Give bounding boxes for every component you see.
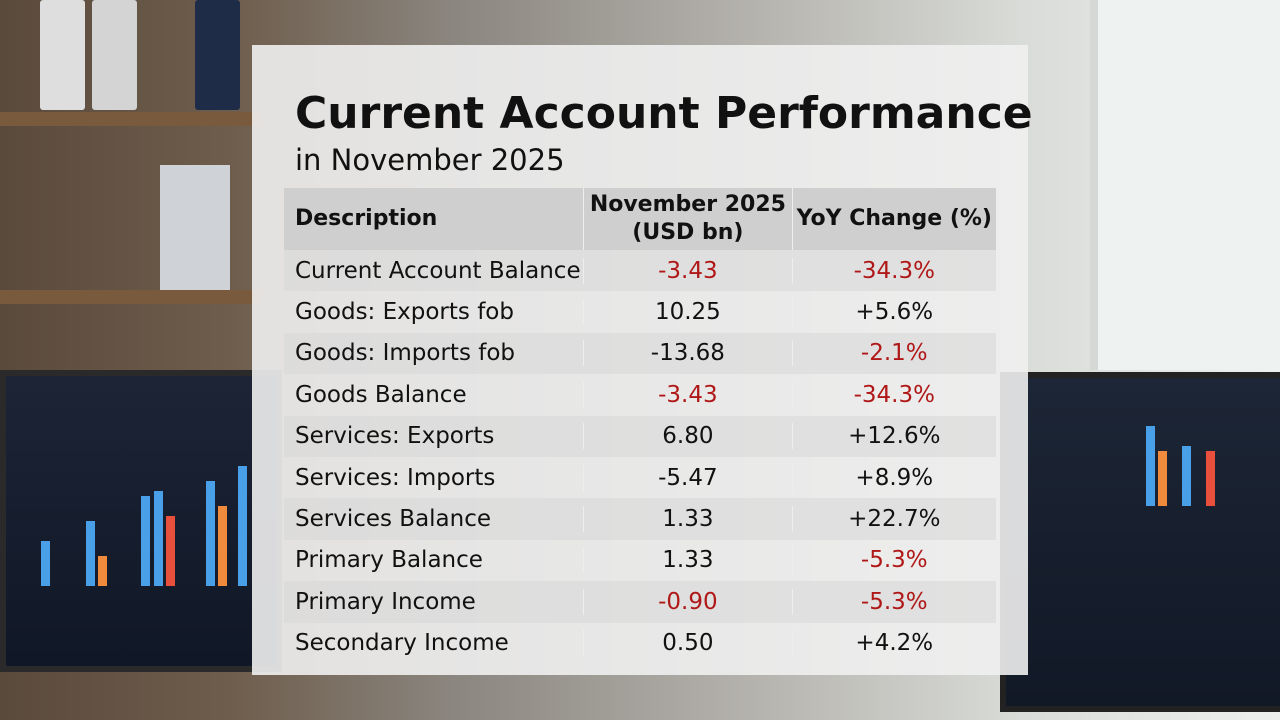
value-cell: -5.47 [583, 464, 791, 491]
table-row: Current Account Balance -3.43 -34.3% [284, 250, 996, 292]
header-cell: Description [295, 206, 438, 231]
monitor [0, 370, 282, 672]
change-cell: -5.3% [791, 588, 996, 615]
value-cell: 10.25 [583, 299, 791, 326]
table-row: Primary Balance 1.33 -5.3% [284, 540, 996, 581]
description-cell: Goods: Exports fob [295, 299, 514, 326]
change-cell: +22.7% [791, 506, 996, 533]
change-cell: +8.9% [791, 464, 996, 491]
binder [92, 0, 137, 110]
table-row: Secondary Income 0.50 +4.2% [284, 623, 996, 664]
value-cell: 0.50 [583, 630, 791, 657]
value-cell: -3.43 [583, 381, 791, 408]
description-cell: Goods: Imports fob [295, 340, 516, 367]
window [1090, 0, 1280, 370]
value-cell: 1.33 [583, 506, 791, 533]
description-cell: Services: Exports [295, 423, 495, 450]
header-cell: YoY Change (%) [791, 188, 996, 250]
value-cell: 6.80 [583, 423, 791, 450]
table-row: Services: Imports -5.47 +8.9% [284, 457, 996, 498]
table-row: Goods: Exports fob 10.25 +5.6% [284, 291, 996, 332]
description-cell: Secondary Income [295, 630, 509, 657]
value-cell: -3.43 [583, 257, 791, 284]
value-cell: 1.33 [583, 547, 791, 574]
header-cell: November 2025 (USD bn) [583, 188, 791, 250]
binder [195, 0, 240, 110]
value-cell: -0.90 [583, 588, 791, 615]
header-row: Description November 2025 (USD bn) YoY C… [284, 188, 996, 250]
value-cell: -13.68 [583, 340, 791, 367]
shelf [0, 290, 260, 304]
description-cell: Goods Balance [295, 381, 467, 408]
shelf [0, 112, 260, 126]
change-cell: +5.6% [791, 299, 996, 326]
description-cell: Current Account Balance [295, 257, 581, 284]
binder [160, 165, 230, 290]
monitor [1000, 372, 1280, 712]
description-cell: Primary Balance [295, 547, 483, 574]
binder [40, 0, 85, 110]
change-cell: +4.2% [791, 630, 996, 657]
change-cell: -5.3% [791, 547, 996, 574]
description-cell: Services: Imports [295, 464, 496, 491]
table-row: Primary Income -0.90 -5.3% [284, 581, 996, 623]
title: Current Account Performance [295, 88, 1033, 139]
table: Description November 2025 (USD bn) YoY C… [284, 188, 996, 664]
change-cell: -2.1% [791, 340, 996, 367]
change-cell: -34.3% [791, 257, 996, 284]
subtitle: in November 2025 [295, 143, 565, 177]
description-cell: Services Balance [295, 506, 492, 533]
change-cell: +12.6% [791, 423, 996, 450]
table-row: Services: Exports 6.80 +12.6% [284, 415, 996, 457]
table-row: Goods Balance -3.43 -34.3% [284, 374, 996, 415]
table-row: Services Balance 1.33 +22.7% [284, 498, 996, 540]
change-cell: -34.3% [791, 381, 996, 408]
table-row: Goods: Imports fob -13.68 -2.1% [284, 332, 996, 375]
description-cell: Primary Income [295, 588, 476, 615]
